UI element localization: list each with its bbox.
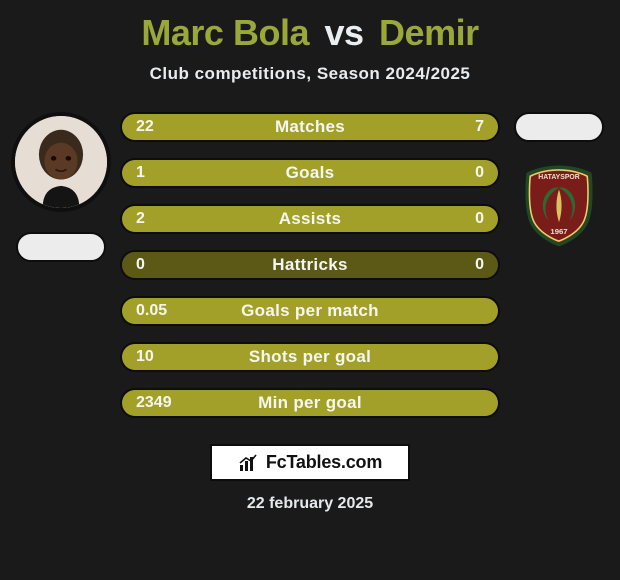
stats-list: 22Matches71Goals02Assists00Hattricks00.0…	[120, 112, 500, 418]
stat-label: Min per goal	[192, 393, 428, 413]
avatar-placeholder-icon	[15, 116, 107, 208]
stat-value-right: 0	[428, 256, 498, 274]
stat-row: 2Assists0	[120, 204, 500, 234]
stat-value-right: 0	[428, 164, 498, 182]
player2-club-pill	[514, 112, 604, 142]
brand-text: FcTables.com	[266, 452, 382, 473]
main-area: 22Matches71Goals02Assists00Hattricks00.0…	[0, 112, 620, 418]
stat-value-left: 2349	[122, 394, 192, 412]
club-badge-icon: HATAYSPOR 1967	[516, 162, 602, 248]
stat-row: 0.05Goals per match	[120, 296, 500, 326]
stat-value-left: 2	[122, 210, 192, 228]
stat-row: 22Matches7	[120, 112, 500, 142]
stat-row: 10Shots per goal	[120, 342, 500, 372]
stat-value-right: 7	[428, 118, 498, 136]
stat-value-right: 0	[428, 210, 498, 228]
stat-label: Shots per goal	[192, 347, 428, 367]
title-vs: vs	[324, 12, 363, 53]
player1-club-pill	[16, 232, 106, 262]
stat-value-left: 0	[122, 256, 192, 274]
badge-year: 1967	[550, 227, 567, 236]
stat-value-left: 22	[122, 118, 192, 136]
player1-avatar	[11, 112, 111, 212]
stat-value-left: 0.05	[122, 302, 192, 320]
title-player2: Demir	[379, 12, 479, 53]
stat-row: 2349Min per goal	[120, 388, 500, 418]
stat-label: Matches	[192, 117, 428, 137]
date-line: 22 february 2025	[247, 495, 373, 513]
right-column: HATAYSPOR 1967	[504, 112, 614, 248]
stat-row: 0Hattricks0	[120, 250, 500, 280]
fctables-logo-icon	[238, 453, 258, 473]
stat-label: Assists	[192, 209, 428, 229]
card-subtitle: Club competitions, Season 2024/2025	[150, 64, 471, 84]
stat-value-left: 10	[122, 348, 192, 366]
left-column	[6, 112, 116, 262]
comparison-card: Marc Bola vs Demir Club competitions, Se…	[0, 0, 620, 580]
stat-value-left: 1	[122, 164, 192, 182]
stat-label: Hattricks	[192, 255, 428, 275]
stat-row: 1Goals0	[120, 158, 500, 188]
card-title: Marc Bola vs Demir	[141, 12, 478, 54]
badge-top-text: HATAYSPOR	[538, 174, 580, 181]
hatayspor-badge: HATAYSPOR 1967	[516, 162, 602, 248]
stat-label: Goals per match	[192, 301, 428, 321]
stat-label: Goals	[192, 163, 428, 183]
title-player1: Marc Bola	[141, 12, 309, 53]
brand-box[interactable]: FcTables.com	[210, 444, 410, 481]
